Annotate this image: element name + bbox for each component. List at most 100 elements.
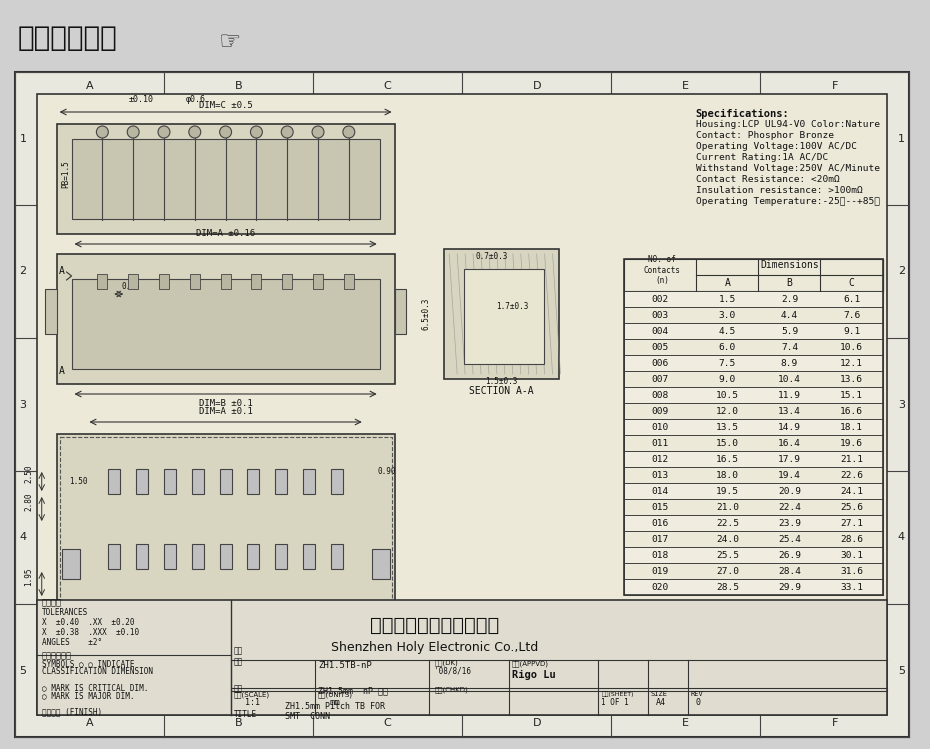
Bar (45, 289, 57, 334)
Bar (624, 339, 883, 355)
Text: 1.50: 1.50 (177, 614, 195, 623)
Text: 2.50: 2.50 (24, 464, 33, 483)
Text: C: C (384, 718, 392, 728)
Bar (624, 419, 883, 435)
Text: φ0.6: φ0.6 (186, 95, 206, 104)
Text: 5: 5 (20, 666, 26, 676)
Text: A: A (724, 278, 730, 288)
Text: E: E (683, 81, 689, 91)
Text: 17.9: 17.9 (778, 455, 801, 464)
Bar (219, 544, 232, 569)
Text: 2: 2 (20, 267, 26, 276)
Text: B: B (787, 278, 792, 288)
Text: A: A (86, 718, 93, 728)
Text: 0.7±0.3: 0.7±0.3 (475, 252, 508, 261)
Text: Insulation resistance: >100mΩ: Insulation resistance: >100mΩ (696, 186, 862, 195)
Text: D: D (532, 81, 541, 91)
Bar (108, 469, 120, 494)
Text: 19.6: 19.6 (840, 438, 863, 447)
Text: NO. of
Contacts
(n): NO. of Contacts (n) (644, 255, 681, 285)
Bar (61, 549, 79, 579)
Text: 26.9: 26.9 (778, 551, 801, 560)
Circle shape (189, 126, 201, 138)
Text: DIM=A ±0.1: DIM=A ±0.1 (199, 407, 252, 416)
Bar (313, 274, 323, 289)
Text: 016: 016 (652, 518, 669, 527)
Text: 5.9: 5.9 (781, 327, 798, 336)
Text: 标准(APPVD): 标准(APPVD) (512, 660, 549, 667)
Circle shape (343, 126, 354, 138)
Text: 2.80: 2.80 (24, 493, 33, 511)
Text: 1.50: 1.50 (69, 477, 87, 486)
Bar (37, 94, 887, 715)
Text: 2: 2 (897, 267, 905, 276)
Bar (624, 451, 883, 467)
Text: 002: 002 (652, 294, 669, 303)
Text: SIZE: SIZE (651, 691, 668, 697)
Text: 9.0: 9.0 (719, 374, 737, 383)
Text: 29.9: 29.9 (778, 583, 801, 592)
Text: ZH1.5TB-nP: ZH1.5TB-nP (318, 661, 372, 670)
Text: 25.5: 25.5 (716, 551, 739, 560)
Bar (57, 254, 394, 384)
Text: D: D (532, 718, 541, 728)
Bar (164, 544, 176, 569)
Bar (624, 435, 883, 451)
Bar (98, 274, 107, 289)
Bar (190, 274, 200, 289)
Bar (108, 544, 120, 569)
Text: C: C (384, 81, 392, 91)
Bar (15, 72, 910, 737)
Text: 006: 006 (652, 359, 669, 368)
Text: 24.1: 24.1 (840, 487, 863, 496)
Text: Housing:LCP UL94-V0 Color:Nature: Housing:LCP UL94-V0 Color:Nature (696, 120, 880, 129)
Text: 张数(SHEET): 张数(SHEET) (602, 691, 633, 697)
Text: 10.5: 10.5 (716, 390, 739, 399)
Text: Withstand Voltage:250V AC/Minute: Withstand Voltage:250V AC/Minute (696, 164, 880, 173)
Bar (344, 274, 353, 289)
Bar (624, 531, 883, 547)
Bar (247, 544, 259, 569)
Text: 4.4: 4.4 (781, 311, 798, 320)
Text: 1.7±0.3: 1.7±0.3 (497, 302, 529, 311)
Circle shape (127, 126, 140, 138)
Bar (136, 469, 148, 494)
Text: 015: 015 (652, 503, 669, 512)
Text: ☞: ☞ (219, 30, 241, 54)
Bar (57, 434, 394, 609)
Bar (251, 274, 261, 289)
Text: 0.90: 0.90 (378, 467, 396, 476)
Text: 1.10: 1.10 (77, 614, 96, 623)
Text: 018: 018 (652, 551, 669, 560)
Text: 审核(CHKD): 审核(CHKD) (434, 687, 468, 693)
Text: 深圳市宏利电子有限公司: 深圳市宏利电子有限公司 (369, 616, 498, 634)
Text: 单位(UNITS): 单位(UNITS) (318, 691, 353, 697)
Text: F: F (831, 718, 838, 728)
Circle shape (312, 126, 324, 138)
Bar (164, 469, 176, 494)
Bar (624, 579, 883, 595)
Bar (331, 469, 343, 494)
Bar (275, 544, 287, 569)
Text: 008: 008 (652, 390, 669, 399)
Bar (57, 124, 394, 234)
Text: 1.95: 1.95 (24, 568, 33, 586)
Text: B: B (234, 81, 243, 91)
Text: Contact Resistance: <20mΩ: Contact Resistance: <20mΩ (696, 175, 840, 184)
Text: 10.4: 10.4 (778, 374, 801, 383)
Text: ±0.10: ±0.10 (128, 95, 153, 104)
Text: 4.5: 4.5 (719, 327, 737, 336)
Text: 009: 009 (652, 407, 669, 416)
Circle shape (281, 126, 293, 138)
Bar (372, 549, 390, 579)
Text: 5: 5 (897, 666, 905, 676)
Text: 22.6: 22.6 (840, 470, 863, 479)
Text: 22.4: 22.4 (778, 503, 801, 512)
Text: 007: 007 (652, 374, 669, 383)
Text: 28.5: 28.5 (716, 583, 739, 592)
Text: A: A (59, 266, 64, 276)
Text: 31.6: 31.6 (840, 566, 863, 575)
Text: 8.9: 8.9 (781, 359, 798, 368)
Text: 表面处理 (FINISH): 表面处理 (FINISH) (42, 707, 102, 716)
Text: 005: 005 (652, 342, 669, 351)
